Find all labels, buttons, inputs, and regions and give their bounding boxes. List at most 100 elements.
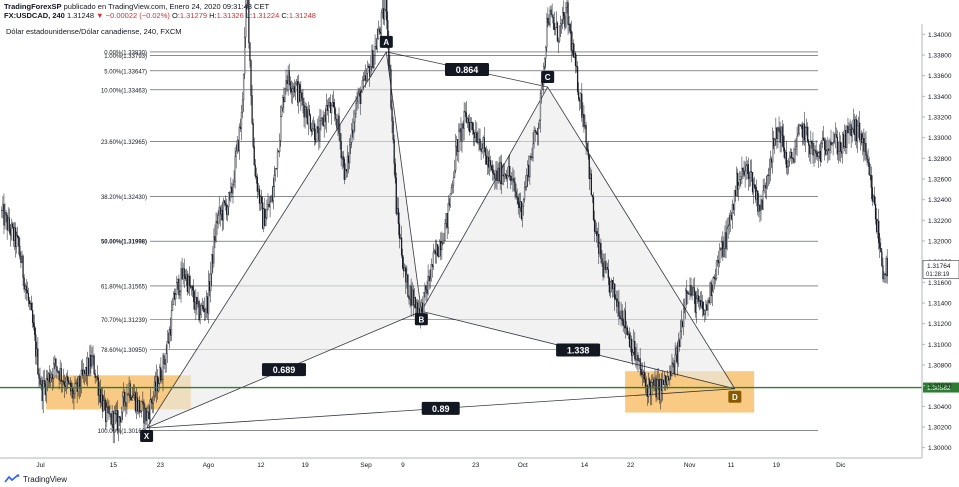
candle-body (186, 274, 189, 292)
candle-body (398, 223, 401, 239)
candle-body (531, 157, 533, 159)
candle-body (777, 127, 779, 139)
candle-body (337, 115, 339, 129)
candle-body (380, 12, 383, 34)
candle-body (625, 327, 627, 329)
candle-body (544, 58, 546, 67)
candle-body (819, 151, 822, 162)
candle-body (778, 127, 780, 131)
candle-body (637, 355, 639, 361)
candle-body (128, 383, 130, 395)
candle-body (877, 220, 879, 232)
candle-body (91, 355, 93, 367)
candle-body (433, 250, 436, 253)
candle-body (523, 186, 526, 200)
candle-body (461, 123, 463, 141)
candle-body (71, 388, 73, 392)
candle-body (590, 173, 592, 196)
candle-body (589, 173, 591, 179)
time-tick-label: 15 (110, 462, 118, 469)
candle-body (678, 340, 681, 347)
candle-body (830, 141, 832, 145)
candle-body (789, 155, 791, 162)
candle-body (800, 124, 802, 127)
candle-body (701, 301, 703, 307)
candle-body (432, 251, 435, 268)
candlesticks (1, 0, 888, 444)
candle-body (213, 236, 215, 264)
candle-body (844, 130, 846, 147)
candle-body (770, 158, 773, 163)
candle-body (355, 102, 357, 114)
candle-body (83, 370, 86, 374)
candle-body (415, 302, 418, 308)
candle-body (29, 303, 32, 305)
candle-body (455, 145, 457, 171)
candle-body (2, 204, 4, 211)
symbol-label[interactable]: FX:USDCAD, 240 (4, 11, 65, 20)
candle-body (438, 255, 440, 257)
candle-body (166, 341, 168, 354)
pattern-point-badge (140, 430, 154, 443)
candle-body (371, 50, 373, 67)
candle-body (624, 310, 626, 329)
candle-body (367, 66, 369, 74)
candle-body (223, 200, 226, 204)
candle-body (508, 166, 510, 176)
candle-body (485, 155, 488, 165)
candle-body (192, 286, 194, 291)
ohlc-low: 1.31224 (252, 11, 280, 20)
candle-body (675, 347, 677, 355)
candle-body (88, 358, 90, 374)
candle-body (483, 137, 485, 148)
candle-body (641, 374, 643, 375)
ratio-label: 0.864 (456, 65, 479, 75)
candle-body (504, 173, 507, 176)
candle-body (327, 105, 330, 111)
candle-body (879, 242, 881, 249)
candle-body (475, 132, 477, 138)
candle-body (638, 358, 640, 361)
ratio-badge (261, 363, 306, 377)
candle-body (370, 66, 372, 77)
candle-body (321, 117, 323, 119)
time-axis: Jul 15 23 Ago 12 19 Sep 9 23 Oct 14 22 Nov 11 19 Dic (36, 462, 846, 469)
candle-body (412, 289, 414, 306)
candle-body (154, 381, 157, 391)
candle-body (864, 143, 866, 152)
price-tick-label: 1.32600 (928, 177, 952, 184)
candle-body (280, 115, 282, 141)
candle-body (170, 310, 173, 336)
candle-body (847, 126, 849, 133)
candle-body (36, 348, 38, 357)
candle-body (106, 407, 108, 422)
candle-body (164, 363, 166, 365)
candle-body (41, 380, 43, 401)
candle-body (639, 358, 641, 370)
candle-body (409, 285, 411, 300)
candle-body (469, 122, 472, 132)
candle-body (10, 223, 13, 236)
candle-body (203, 308, 205, 313)
candle-body (650, 385, 652, 396)
candle-body (299, 84, 301, 101)
tradingview-logo-icon[interactable] (4, 474, 20, 484)
fib-level-label: 100.00%(1.30166) (98, 429, 147, 435)
candle-body (176, 282, 178, 295)
time-tick-label: 22 (627, 462, 635, 469)
candle-body (558, 25, 561, 42)
candle-body (878, 220, 880, 243)
candle-body (836, 136, 838, 155)
candle-body (80, 369, 82, 388)
footer-brand[interactable]: TradingView (23, 474, 68, 484)
candle-body (73, 393, 75, 399)
candle-body (839, 141, 842, 152)
candle-body (574, 53, 577, 67)
candle-body (279, 140, 281, 153)
publisher-name[interactable]: TradingForexSP (4, 2, 62, 11)
candle-body (513, 178, 515, 183)
candle-body (127, 394, 129, 396)
candle-body (322, 117, 324, 127)
candle-body (667, 376, 669, 386)
